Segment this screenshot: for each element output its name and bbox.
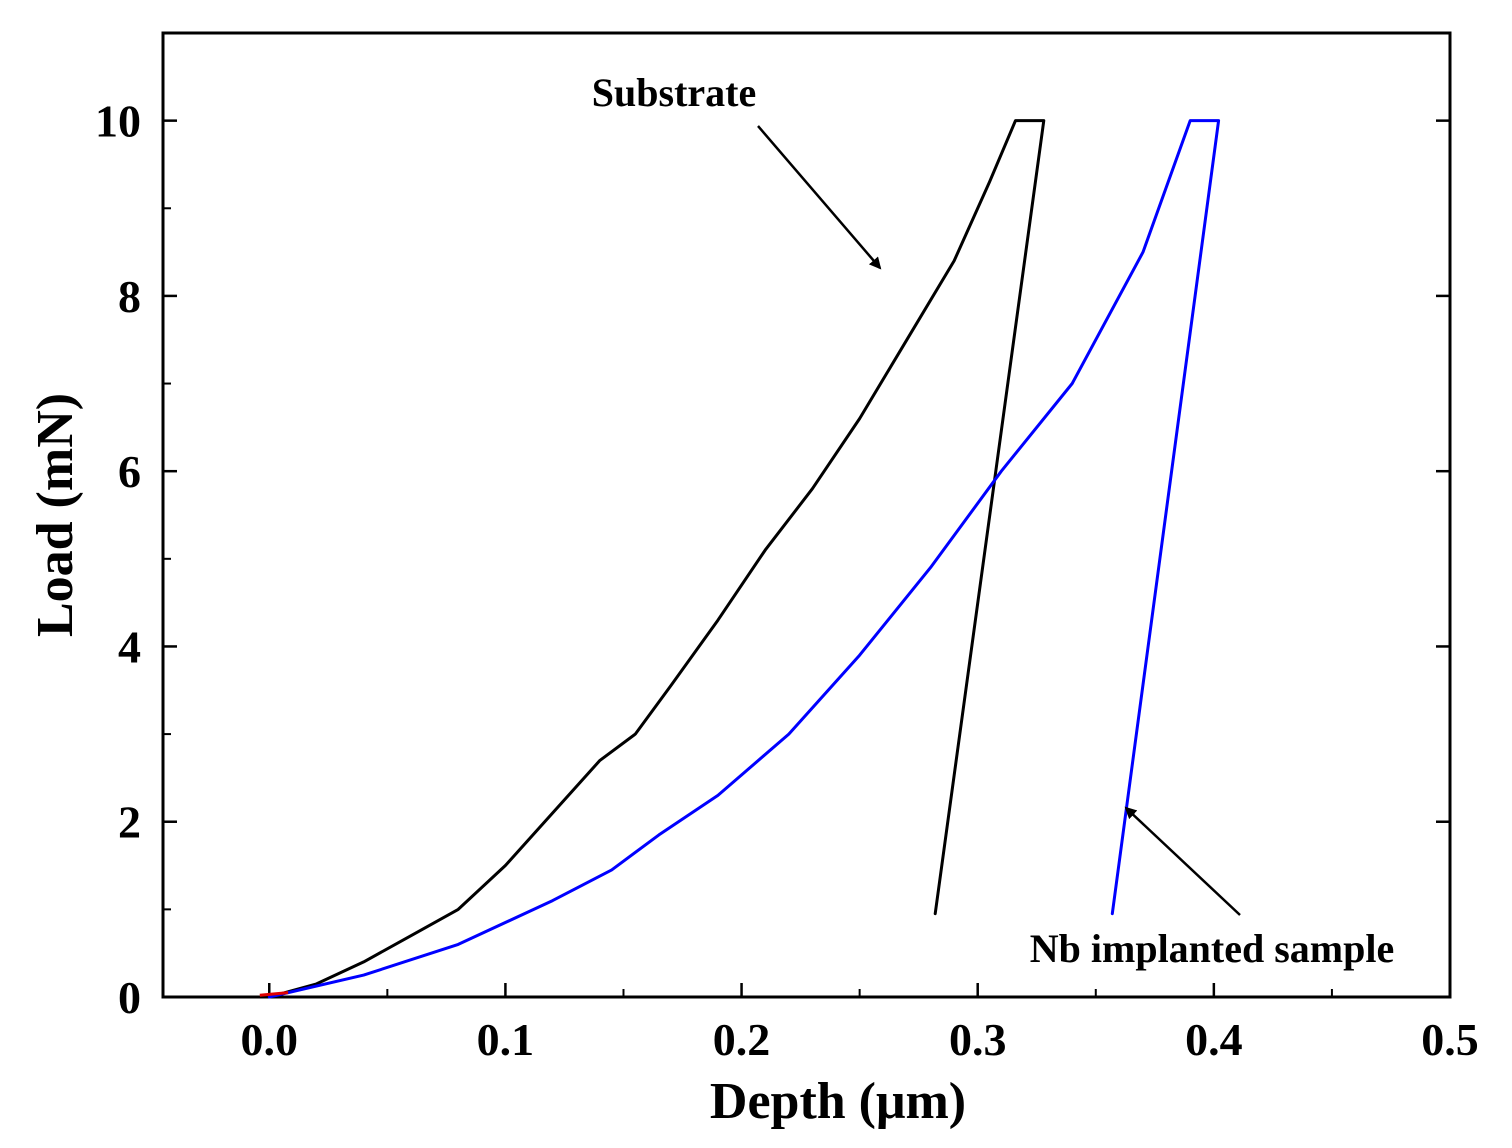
annotation-substrate-label: Substrate (592, 70, 756, 115)
series-line-nb-implanted (267, 119, 1221, 999)
annotation-substrate-arrow (757, 125, 882, 270)
y-axis-title: Load (mN) (27, 393, 84, 637)
series-line-substrate (267, 119, 1046, 999)
y-tick-label: 6 (118, 446, 141, 497)
origin-marker (259, 991, 289, 997)
y-tick-label: 0 (118, 972, 141, 1023)
x-tick-label: 0.4 (1185, 1014, 1243, 1065)
y-tick-label: 4 (118, 621, 141, 672)
x-tick-label: 0.2 (713, 1014, 771, 1065)
x-tick-label: 0.1 (477, 1014, 535, 1065)
plot-frame (161, 31, 1452, 999)
annotation-nb-implanted-label: Nb implanted sample (1030, 926, 1395, 971)
x-axis-title: Depth (μm) (710, 1073, 966, 1130)
y-axis-ticks: 0 2 4 6 8 10 (95, 32, 1450, 1023)
y-tick-label: 2 (118, 797, 141, 848)
x-tick-label: 0.0 (241, 1014, 299, 1065)
x-axis-ticks: 0.0 0.1 0.2 0.3 0.4 0.5 (241, 983, 1479, 1065)
y-tick-label: 10 (95, 96, 141, 147)
annotation-nb-implanted: Nb implanted sample (1030, 806, 1395, 971)
annotation-nb-implanted-arrow (1124, 806, 1241, 916)
x-tick-label: 0.5 (1421, 1014, 1479, 1065)
annotation-substrate: Substrate (592, 70, 882, 270)
series-layer (259, 119, 1221, 999)
x-tick-label: 0.3 (949, 1014, 1007, 1065)
y-tick-label: 8 (118, 271, 141, 322)
